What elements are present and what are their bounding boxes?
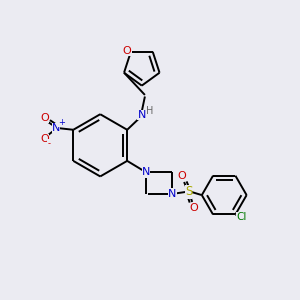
Text: N: N xyxy=(168,188,176,199)
Text: O: O xyxy=(177,171,186,181)
Text: N: N xyxy=(142,167,150,177)
Text: N: N xyxy=(138,110,146,120)
Text: -: - xyxy=(47,139,50,148)
Text: +: + xyxy=(58,118,65,127)
Text: O: O xyxy=(40,134,49,144)
Text: S: S xyxy=(185,185,192,199)
Text: N: N xyxy=(52,123,60,133)
Text: O: O xyxy=(40,113,49,123)
Text: Cl: Cl xyxy=(236,212,247,222)
Text: H: H xyxy=(146,106,153,116)
Text: O: O xyxy=(123,46,131,56)
Text: O: O xyxy=(190,203,198,213)
